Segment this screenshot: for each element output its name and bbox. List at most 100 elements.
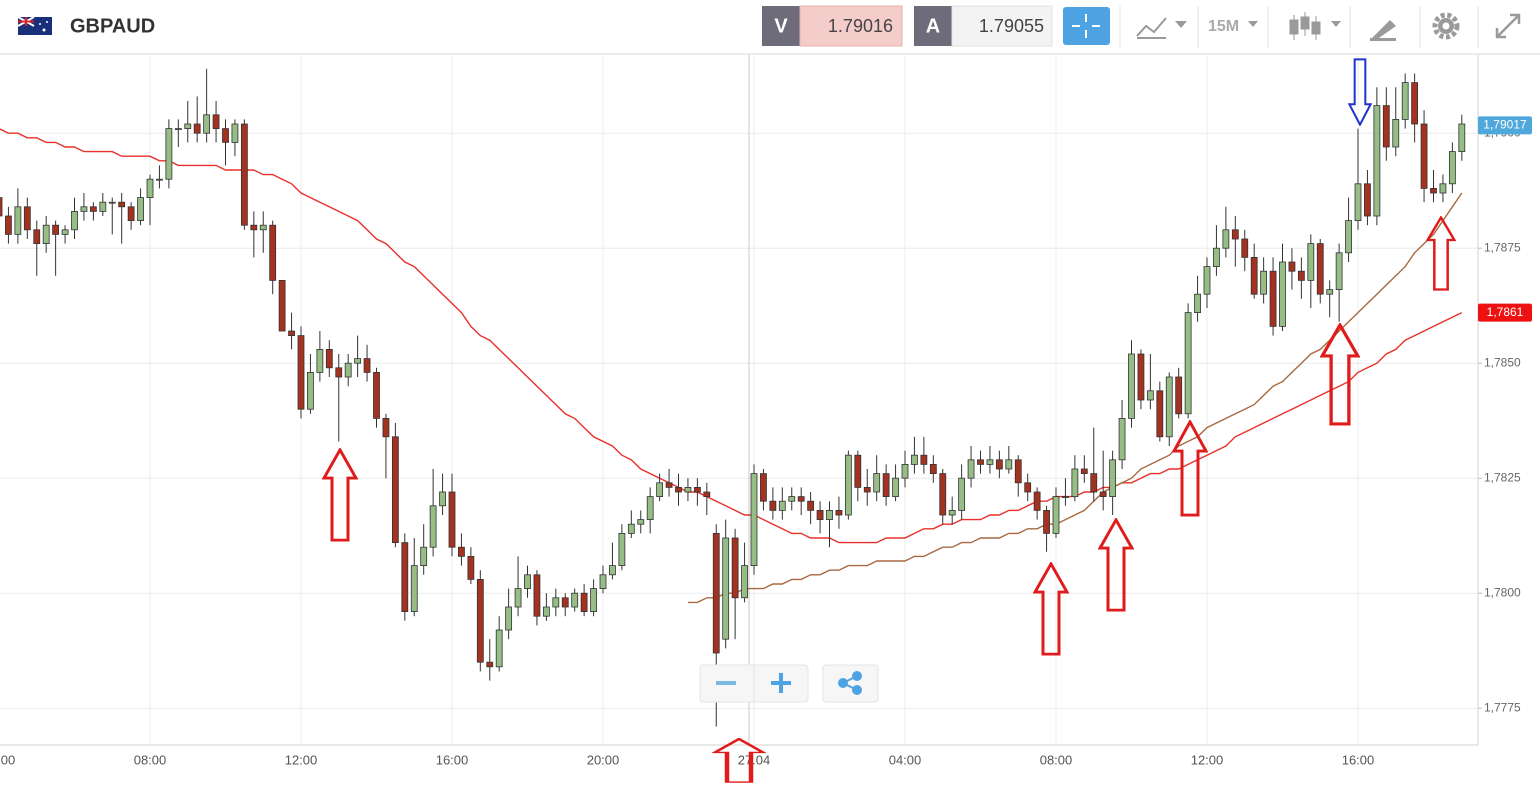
x-tick-label: 04:00 [889,752,922,767]
candle-body [788,496,796,502]
sell-label: V [774,15,788,37]
buy-price-box[interactable] [951,5,1053,47]
candle-body [448,491,456,548]
price-marker [1478,303,1532,322]
buy-label: A [926,15,940,37]
draw-icon[interactable] [1370,20,1396,41]
candle-body [1288,261,1296,272]
candle-body [844,454,852,516]
candle-body [118,201,126,208]
candle-body [995,459,1003,470]
candle-body [476,579,484,663]
candle-body [1222,229,1230,249]
candle-body [627,523,635,534]
candle-body [901,463,909,479]
candle-body [1279,261,1286,327]
candle-body [1052,496,1060,534]
candle-body [14,206,22,235]
candle-body [1430,187,1437,194]
candle-body [1401,82,1409,120]
candle-body [23,206,31,231]
zoom-in-button[interactable] [771,673,791,693]
candle-body [1203,266,1211,295]
share-button[interactable] [822,664,879,703]
candle-body [1326,289,1334,295]
candle-body [948,509,956,516]
candle-body [571,592,579,608]
candle-body [873,473,881,493]
y-tick-label: 1,7800 [1484,585,1521,599]
candle-body [656,482,664,497]
candle-body [590,588,597,612]
candle-body [542,606,550,617]
candle-body [693,486,701,493]
candle-body [929,463,937,474]
candle-body [1260,270,1268,295]
up-arrow [1320,323,1360,426]
candle-body [580,592,588,613]
candle-body [835,509,843,516]
candle-body [297,335,305,410]
sell-button[interactable] [762,6,800,46]
candle-body [344,362,352,378]
y-tick-label: 1,7850 [1484,355,1521,369]
candle-body [1118,417,1126,461]
candle-body [1024,482,1032,493]
y-tick-label: 1,7825 [1484,470,1521,484]
candle-body [250,224,258,231]
zoom-controls [699,664,879,703]
candle-body [1090,473,1098,493]
y-tick-label: 1,7875 [1484,240,1521,254]
zoom-out-button[interactable] [716,681,736,685]
settings-icon[interactable] [1432,12,1460,40]
timeframe[interactable]: 15M [1208,18,1239,35]
candle-body [1175,376,1183,415]
candle-body [127,206,135,222]
up-arrow [1098,518,1134,612]
candle-body [288,330,295,336]
up-arrow [1426,216,1456,291]
indicator-icon[interactable] [1136,17,1167,39]
candle-body [269,224,277,281]
candle-body [1194,293,1201,314]
x-tick-label: 08:00 [134,752,167,767]
candle-body [533,574,541,617]
fullscreen-icon[interactable] [1495,13,1521,39]
candle-body [1458,123,1466,153]
candle-body [307,371,314,410]
candle-body [467,556,475,580]
candle-body [599,574,607,589]
candle-body [760,473,767,502]
candle-body [1307,243,1315,281]
candle-body [712,533,720,654]
dropdown-caret [1331,21,1341,27]
candle-body [703,491,711,497]
candle-body [1316,243,1324,295]
candle-body [1364,183,1371,217]
dropdown-caret [1175,21,1187,28]
candle-body [373,371,380,419]
candle-body [958,477,966,511]
candle-body [33,229,41,245]
candle-body [174,128,182,131]
moving-averages [0,128,1463,604]
toolbar-separators [1119,6,1479,48]
candle-body [741,565,748,599]
down-arrow [1348,58,1372,126]
candle-body [1071,468,1079,498]
candle-body [193,123,201,134]
dropdown-caret [1248,21,1258,27]
buy-button[interactable] [914,6,952,46]
price-marker-label: 1,7861 [1487,305,1524,319]
symbol: GBPAUD [70,15,155,37]
sell-price-box[interactable] [799,5,903,47]
crosshair-button[interactable] [1063,7,1110,45]
sell-price: 1.79016 [828,16,893,36]
price-marker [1478,116,1532,135]
candle-body [335,367,343,378]
candles-icon[interactable] [1289,12,1321,40]
candle-body [222,128,229,143]
candle-body [401,542,409,612]
candle-body [826,509,833,520]
